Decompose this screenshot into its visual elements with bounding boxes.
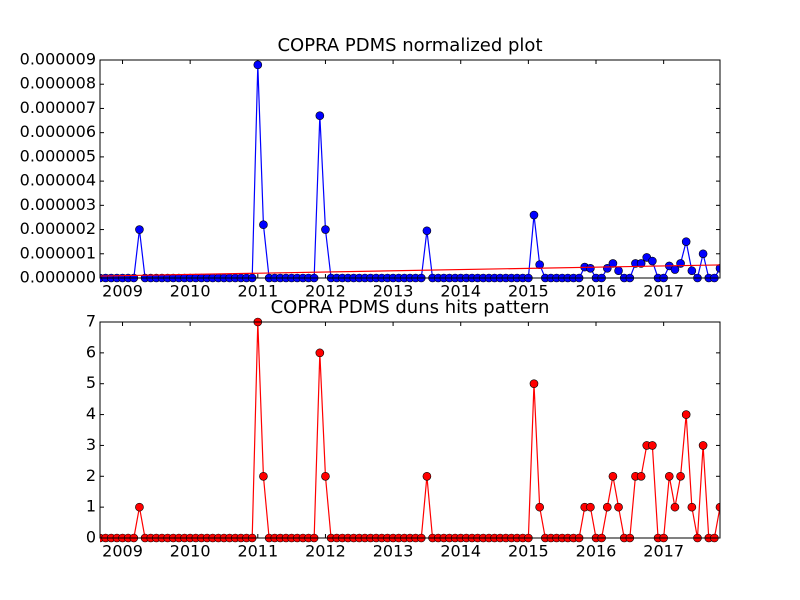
x-tick-label: 2015 bbox=[508, 282, 549, 301]
data-point bbox=[715, 502, 720, 512]
data-point bbox=[698, 249, 708, 259]
data-point bbox=[681, 410, 691, 419]
data-point bbox=[321, 471, 330, 481]
data-point bbox=[586, 502, 595, 512]
chart-title: COPRA PDMS normalized plot bbox=[277, 35, 542, 56]
data-point bbox=[135, 225, 144, 234]
y-tick-label: 7 bbox=[86, 312, 96, 331]
x-tick-label: 2011 bbox=[237, 542, 278, 561]
x-tick-label: 2009 bbox=[102, 542, 143, 561]
data-point bbox=[670, 265, 680, 274]
y-tick-label: 0.000002 bbox=[20, 219, 96, 238]
data-point bbox=[670, 502, 680, 512]
series-line bbox=[100, 321, 720, 539]
subplot: COPRA PDMS duns hits pattern 0 1 2 3 4 5 6 7 2009… bbox=[86, 297, 721, 561]
subplot: COPRA PDMS normalized plot 0.000000 0.0000… bbox=[20, 35, 721, 301]
series-line bbox=[100, 64, 720, 280]
data-point bbox=[586, 264, 595, 273]
y-tick-label: 0 bbox=[86, 528, 96, 547]
data-point bbox=[535, 502, 544, 512]
x-tick-label: 2013 bbox=[373, 542, 414, 561]
x-tick-label: 2014 bbox=[440, 542, 481, 561]
data-point bbox=[664, 471, 674, 481]
x-tick-label: 2016 bbox=[576, 282, 617, 301]
y-tick-label: 0.000009 bbox=[20, 50, 96, 69]
data-point bbox=[259, 471, 268, 481]
data-point bbox=[608, 259, 618, 268]
y-tick-label: 3 bbox=[86, 435, 96, 454]
data-point bbox=[715, 264, 720, 273]
y-tick-label: 0.000004 bbox=[20, 171, 96, 190]
data-point bbox=[608, 471, 618, 481]
y-tick-label: 0.000005 bbox=[20, 146, 96, 165]
y-tick-label: 0.000001 bbox=[20, 243, 96, 262]
chart-title: COPRA PDMS duns hits pattern bbox=[271, 297, 550, 318]
y-tick-label: 5 bbox=[86, 373, 96, 392]
x-tick-label: 2011 bbox=[237, 282, 278, 301]
data-point bbox=[698, 441, 708, 450]
y-tick-label: 0.000006 bbox=[20, 122, 96, 141]
data-point bbox=[535, 260, 544, 269]
x-tick-label: 2017 bbox=[643, 282, 684, 301]
x-tick-label: 2014 bbox=[440, 282, 481, 301]
y-tick-label: 0.000008 bbox=[20, 74, 96, 93]
data-point bbox=[648, 441, 657, 450]
data-point bbox=[315, 348, 325, 358]
y-tick-label: 6 bbox=[86, 342, 96, 361]
x-tick-label: 2009 bbox=[102, 282, 143, 301]
data-point bbox=[614, 502, 623, 512]
data-point bbox=[603, 502, 612, 512]
x-tick-label: 2012 bbox=[305, 282, 346, 301]
data-point bbox=[253, 60, 263, 70]
x-tick-label: 2012 bbox=[305, 542, 346, 561]
y-tick-label: 1 bbox=[86, 497, 96, 516]
data-point bbox=[321, 225, 330, 234]
y-tick-label: 0.000003 bbox=[20, 195, 96, 214]
data-point bbox=[636, 259, 646, 268]
x-tick-label: 2013 bbox=[373, 282, 414, 301]
x-tick-label: 2010 bbox=[170, 282, 211, 301]
x-tick-label: 2010 bbox=[170, 542, 211, 561]
series-line bbox=[100, 264, 720, 277]
data-point bbox=[259, 220, 268, 230]
data-point bbox=[529, 210, 539, 220]
y-tick-label: 2 bbox=[86, 466, 96, 485]
y-tick-label: 4 bbox=[86, 404, 96, 423]
data-point bbox=[315, 111, 325, 121]
data-point bbox=[529, 379, 539, 389]
data-point bbox=[636, 471, 646, 481]
data-point bbox=[614, 266, 623, 276]
y-tick-label: 0.000007 bbox=[20, 98, 96, 117]
data-point bbox=[676, 471, 685, 481]
x-tick-label: 2016 bbox=[576, 542, 617, 561]
axes-frame bbox=[99, 321, 721, 539]
x-tick-label: 2015 bbox=[508, 542, 549, 561]
data-point bbox=[422, 471, 432, 481]
data-point bbox=[681, 237, 691, 246]
data-point bbox=[135, 502, 144, 512]
x-tick-label: 2017 bbox=[643, 542, 684, 561]
data-point bbox=[422, 226, 432, 236]
data-point bbox=[687, 266, 697, 276]
data-point bbox=[648, 256, 657, 266]
data-point bbox=[687, 502, 697, 512]
axes-frame bbox=[99, 59, 721, 279]
y-tick-label: 0.000000 bbox=[20, 268, 96, 287]
